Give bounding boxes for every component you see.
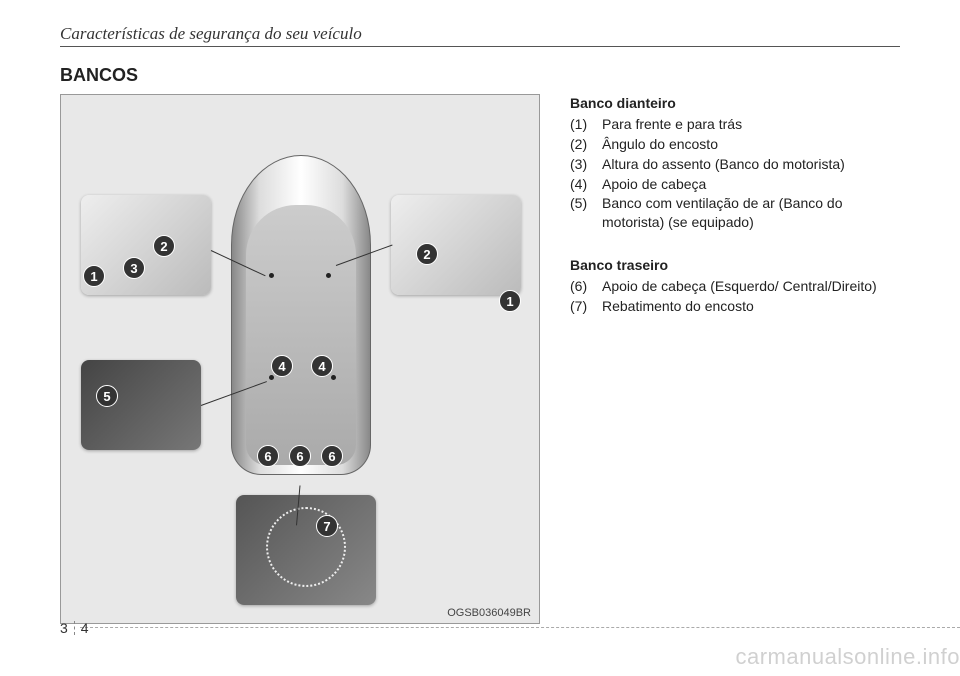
marker-4-right: 4	[311, 355, 333, 377]
marker-2-right: 2	[416, 243, 438, 265]
section-title: BANCOS	[60, 65, 900, 86]
footer-rule	[80, 627, 960, 628]
page-number: 3 4	[60, 620, 89, 636]
item-text: Banco com ventilação de ar (Banco do mot…	[602, 194, 900, 232]
item-text: Apoio de cabeça	[602, 175, 900, 194]
marker-6-center: 6	[289, 445, 311, 467]
page-in-chapter: 4	[81, 620, 89, 636]
marker-5: 5	[96, 385, 118, 407]
description-column: Banco dianteiro (1)Para frente e para tr…	[570, 94, 900, 624]
marker-2-left: 2	[153, 235, 175, 257]
chapter-number: 3	[60, 620, 68, 636]
marker-1-left: 1	[83, 265, 105, 287]
item-text: Altura do assento (Banco do motorista)	[602, 155, 900, 174]
marker-6-right: 6	[321, 445, 343, 467]
callout-passenger-seat	[391, 195, 521, 295]
figure-code: OGSB036049BR	[447, 607, 531, 619]
callout-fold-lever	[236, 495, 376, 605]
item-num: (6)	[570, 277, 602, 296]
item-text: Apoio de cabeça (Esquerdo/ Central/Direi…	[602, 277, 900, 296]
chapter-title: Características de segurança do seu veíc…	[60, 24, 900, 44]
item-num: (7)	[570, 297, 602, 316]
item-num: (4)	[570, 175, 602, 194]
callout-ventilation	[81, 360, 201, 450]
item-num: (1)	[570, 115, 602, 134]
marker-3: 3	[123, 257, 145, 279]
marker-7: 7	[316, 515, 338, 537]
seat-diagram: 1 3 2 2 1 4 4 5 6 6 6 7 OGSB036049BR	[60, 94, 540, 624]
watermark: carmanualsonline.info	[735, 644, 960, 670]
item-num: (5)	[570, 194, 602, 232]
rear-seat-heading: Banco traseiro	[570, 256, 900, 275]
marker-6-left: 6	[257, 445, 279, 467]
front-seat-heading: Banco dianteiro	[570, 94, 900, 113]
item-text: Para frente e para trás	[602, 115, 900, 134]
marker-4-left: 4	[271, 355, 293, 377]
item-text: Rebatimento do encosto	[602, 297, 900, 316]
item-num: (3)	[570, 155, 602, 174]
item-text: Ângulo do encosto	[602, 135, 900, 154]
item-num: (2)	[570, 135, 602, 154]
marker-1-right: 1	[499, 290, 521, 312]
